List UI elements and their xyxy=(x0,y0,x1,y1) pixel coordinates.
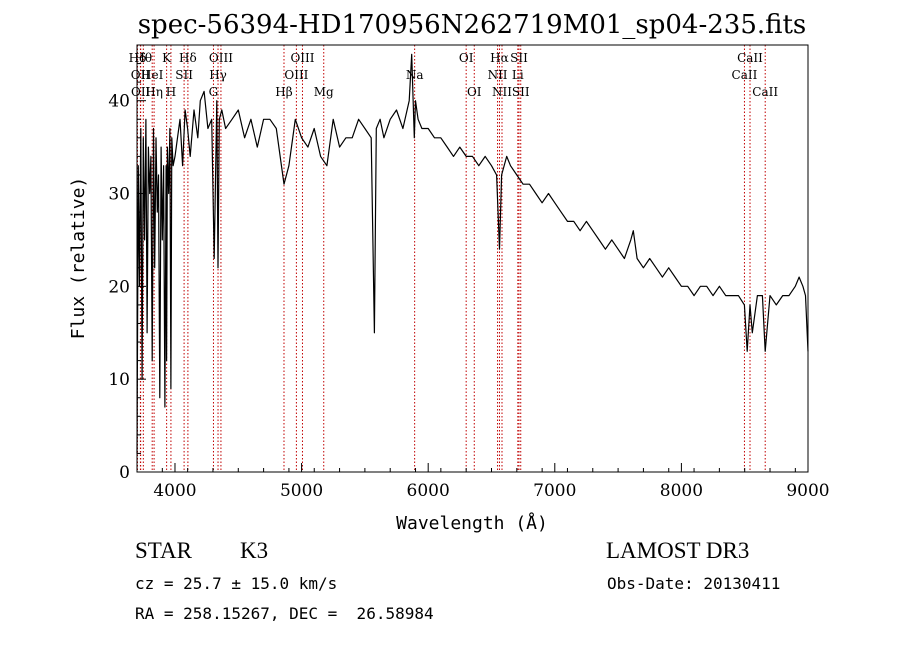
x-tick-label: 8000 xyxy=(660,481,703,501)
line-label: CaII xyxy=(752,85,778,99)
line-label: OII xyxy=(131,68,151,82)
line-label: Hδ xyxy=(129,51,147,65)
line-label: Na xyxy=(406,68,424,82)
y-axis-label: Flux (relative) xyxy=(68,177,89,340)
line-label: CaII xyxy=(732,68,758,82)
line-label: Hγ xyxy=(209,68,227,82)
line-label: Hα xyxy=(490,51,509,65)
line-label: SII xyxy=(512,85,530,99)
line-label: OI xyxy=(467,85,482,99)
line-label: OIII xyxy=(284,68,308,82)
x-tick-label: 5000 xyxy=(280,481,323,501)
line-label: NII xyxy=(488,68,508,82)
x-tick-label: 9000 xyxy=(786,481,829,501)
chart-title: spec-56394-HD170956N262719M01_sp04-235.f… xyxy=(138,10,807,40)
y-tick-label: 10 xyxy=(108,370,130,390)
x-axis-label: Wavelength (Å) xyxy=(396,512,548,534)
line-label: Hδ xyxy=(179,51,197,65)
observation-date: Obs-Date: 20130411 xyxy=(607,574,781,593)
line-label: Li xyxy=(512,68,524,82)
y-tick-label: 30 xyxy=(108,185,130,205)
spectral-line-labels: Hδ OII OII Hθ Hη HeI K H Hδ SII OIII Hγ G Hβ OIII OIII M… xyxy=(129,51,779,99)
line-label: Mg xyxy=(314,85,334,99)
y-tick-label: 20 xyxy=(108,277,130,297)
line-label: H xyxy=(166,85,176,99)
spectrum-series-line xyxy=(136,53,809,454)
line-label: OI xyxy=(459,51,474,65)
x-tick-label: 7000 xyxy=(533,481,576,501)
x-axis: 4000 5000 6000 7000 8000 9000 xyxy=(136,463,830,501)
survey-name: LAMOST DR3 xyxy=(606,538,750,563)
line-label: Hη xyxy=(145,85,163,99)
plot-frame xyxy=(136,44,809,473)
line-label: SII xyxy=(510,51,528,65)
line-label: Hβ xyxy=(275,85,292,99)
line-label: OIII xyxy=(290,51,314,65)
line-label: G xyxy=(209,85,219,99)
y-axis: 0 10 20 30 40 xyxy=(108,63,146,483)
line-label: SII xyxy=(175,68,193,82)
line-label: CaII xyxy=(737,51,763,65)
line-label: HeI xyxy=(141,68,164,82)
object-subclass: K3 xyxy=(240,538,269,563)
line-label: Hθ xyxy=(134,51,152,65)
line-label: K xyxy=(162,51,172,65)
line-label: OIII xyxy=(209,51,233,65)
y-tick-label: 0 xyxy=(119,463,130,483)
x-tick-label: 4000 xyxy=(153,481,196,501)
sky-coordinates: RA = 258.15267, DEC = 26.58984 xyxy=(135,604,434,623)
y-tick-label: 40 xyxy=(108,92,130,112)
spectral-line-markers xyxy=(137,45,766,472)
x-tick-label: 6000 xyxy=(407,481,450,501)
redshift-velocity: cz = 25.7 ± 15.0 km/s xyxy=(135,574,338,593)
line-label: NII xyxy=(492,85,512,99)
line-label: OII xyxy=(131,85,151,99)
object-type: STAR xyxy=(135,538,192,563)
